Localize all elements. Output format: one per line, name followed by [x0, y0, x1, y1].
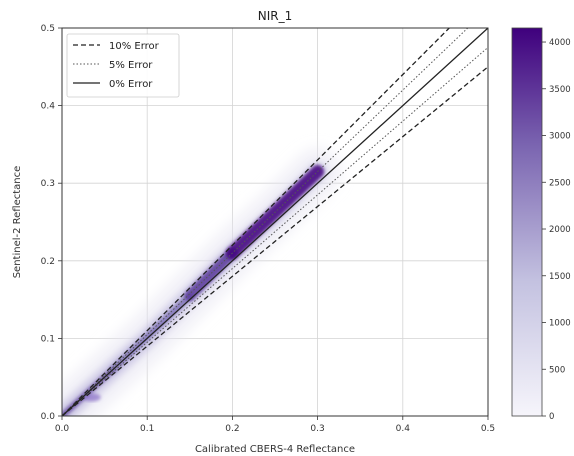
- reference-line-solid: [62, 28, 488, 416]
- y-tick-label: 0.2: [41, 257, 55, 267]
- reference-line-dashed: [62, 28, 450, 416]
- colorbar-gradient: [511, 27, 543, 417]
- reference-line-dotted: [62, 28, 469, 416]
- colorbar-tick-label: 4000: [549, 38, 571, 48]
- x-tick-label: 0.5: [481, 424, 495, 434]
- legend-box: [66, 33, 180, 98]
- plot-frame: [61, 27, 489, 417]
- y-tick-label: 0.4: [41, 102, 56, 112]
- reference-line-dashed: [62, 66, 488, 416]
- colorbar-ticks: 0 500 1000 1500 2000 2500 3000 3500 4000: [542, 38, 571, 422]
- y-tick-label: 0.1: [41, 334, 55, 344]
- colorbar-tick-label: 2000: [549, 225, 571, 235]
- x-tick-label: 0.1: [140, 424, 154, 434]
- chart-title: NIR_1: [258, 9, 293, 23]
- legend-label-5pct: 5% Error: [109, 60, 153, 71]
- density-core: [184, 247, 238, 302]
- x-tick-label: 0.2: [225, 424, 239, 434]
- reference-lines: [62, 28, 488, 416]
- y-tick-label: 0.0: [41, 412, 56, 422]
- y-axis-ticks: 0.0 0.1 0.2 0.3 0.4 0.5: [41, 24, 62, 422]
- x-axis-label: Calibrated CBERS-4 Reflectance: [195, 444, 355, 455]
- colorbar-tick-label: 0: [549, 412, 554, 422]
- colorbar-tick-label: 3000: [549, 132, 571, 142]
- legend-label-10pct: 10% Error: [109, 41, 160, 52]
- y-tick-label: 0.5: [41, 24, 55, 34]
- x-tick-label: 0.3: [310, 424, 324, 434]
- colorbar-tick-label: 1000: [549, 319, 571, 329]
- reference-line-dotted: [62, 47, 488, 416]
- x-tick-label: 0.4: [396, 424, 411, 434]
- colorbar-tick-label: 1500: [549, 272, 571, 282]
- legend: 10% Error 5% Error 0% Error: [66, 33, 180, 98]
- colorbar: 0 500 1000 1500 2000 2500 3000 3500 4000: [511, 27, 571, 422]
- colorbar-tick-label: 500: [549, 365, 565, 375]
- legend-label-0pct: 0% Error: [109, 79, 153, 90]
- colorbar-tick-label: 3500: [549, 85, 571, 95]
- x-axis-ticks: 0.0 0.1 0.2 0.3 0.4 0.5: [55, 416, 495, 434]
- y-axis-label: Sentinel-2 Reflectance: [12, 166, 23, 279]
- y-tick-label: 0.3: [41, 179, 55, 189]
- colorbar-tick-label: 2500: [549, 178, 571, 188]
- x-tick-label: 0.0: [55, 424, 70, 434]
